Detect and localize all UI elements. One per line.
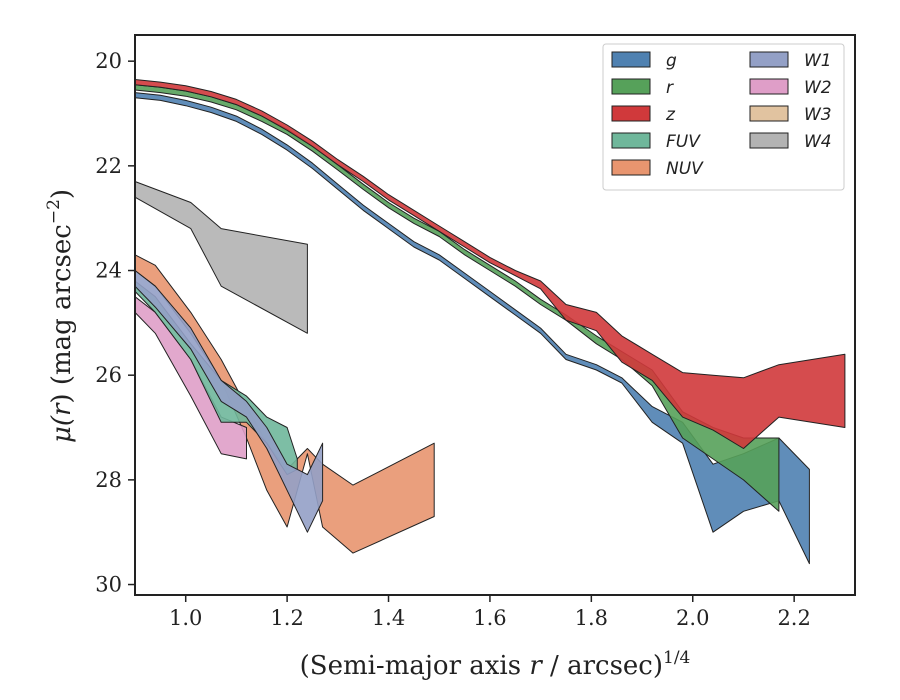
y-tick-label: 24 — [95, 259, 122, 283]
x-tick-label: 1.8 — [575, 606, 608, 630]
series-band-g — [134, 92, 810, 565]
legend-swatch-w1 — [749, 51, 789, 68]
legend-swatch-w4 — [749, 132, 789, 149]
x-tick-label: 1.4 — [372, 606, 405, 630]
y-axis-title-unit: ) (mag arcsec — [47, 224, 77, 403]
legend-label-r: r — [666, 78, 674, 98]
x-axis-title-unit: / arcsec) — [542, 651, 663, 681]
y-axis-title: μ(r) (mag arcsec−2) — [44, 189, 77, 443]
y-tick-label: 26 — [95, 363, 122, 387]
y-axis-title-exponent: −2 — [44, 199, 64, 224]
legend-label-nuv: NUV — [666, 159, 704, 179]
x-tick-label: 2.0 — [676, 606, 709, 630]
legend-swatch-w3 — [749, 105, 789, 122]
x-axis-title-main: (Semi-major axis — [300, 651, 530, 681]
legend-swatch-nuv — [611, 159, 651, 176]
y-tick-label: 30 — [95, 573, 122, 597]
x-tick-label: 1.6 — [473, 606, 506, 630]
y-axis-title-mu: μ( — [47, 415, 77, 443]
legend-label-w3: W3 — [804, 105, 832, 125]
x-axis: 1.0 1.2 1.4 1.6 1.8 2.0 2.2 — [169, 595, 811, 630]
legend-label-g: g — [666, 51, 677, 71]
y-axis-title-close: ) — [47, 189, 77, 199]
series-band-z — [134, 79, 846, 449]
legend-swatch-r — [611, 78, 651, 95]
y-tick-label: 22 — [95, 154, 122, 178]
series-band-w4 — [134, 181, 308, 334]
legend-label-w4: W4 — [804, 132, 832, 152]
x-axis-title-var: r — [529, 651, 543, 681]
y-axis-title-var: r — [47, 402, 77, 416]
legend-swatch-w2 — [749, 78, 789, 95]
legend: grz FUV NUV W1 W2 W3 W4 — [602, 43, 845, 191]
x-tick-label: 1.0 — [169, 606, 202, 630]
y-tick-label: 20 — [95, 49, 122, 73]
y-axis: 20 22 24 26 28 30 — [95, 49, 135, 597]
legend-label-w2: W2 — [804, 78, 832, 98]
x-tick-label: 1.2 — [270, 606, 303, 630]
legend-swatch-fuv — [611, 132, 651, 149]
legend-swatch-z — [611, 105, 651, 122]
series-band-r — [134, 84, 780, 512]
legend-label-w1: W1 — [804, 51, 832, 71]
x-tick-label: 2.2 — [777, 606, 810, 630]
plot-frame — [134, 34, 856, 596]
legend-label-z: z — [665, 105, 676, 125]
x-axis-title: (Semi-major axis r / arcsec)1/4 — [300, 648, 691, 681]
y-tick-label: 28 — [95, 468, 122, 492]
legend-items: grz FUV NUV W1 W2 W3 W4 — [611, 51, 832, 179]
series-band-w1 — [134, 270, 324, 533]
legend-swatch-g — [611, 51, 651, 68]
series-layer — [134, 79, 846, 565]
x-axis-title-exponent: 1/4 — [663, 648, 690, 668]
legend-label-fuv: FUV — [666, 132, 701, 152]
